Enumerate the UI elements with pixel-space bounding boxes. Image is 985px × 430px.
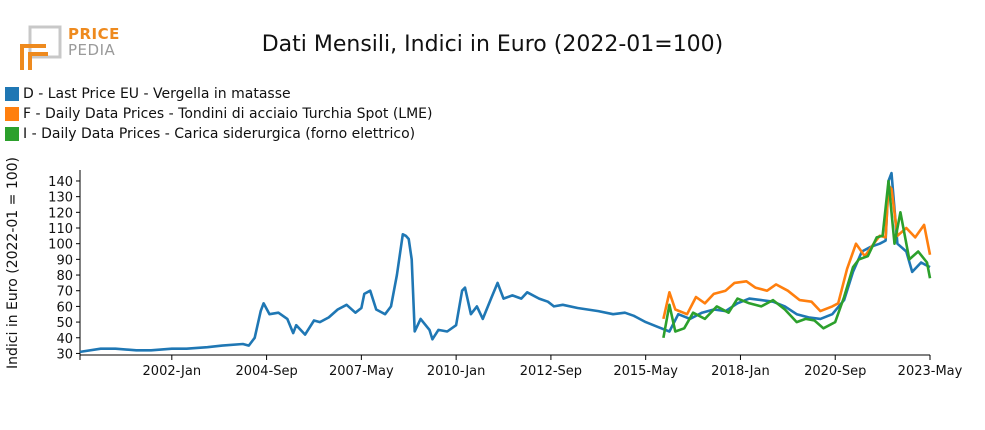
logo-text-pedia: PEDIA — [68, 41, 116, 59]
x-tick-label: 2010-Jan — [427, 364, 486, 379]
y-tick-label: 70 — [56, 285, 73, 300]
legend-item-d[interactable]: D - Last Price EU - Vergella in matasse — [5, 84, 433, 104]
x-tick-label: 2015-May — [613, 364, 678, 379]
y-tick-label: 100 — [48, 238, 73, 253]
legend-swatch-i — [5, 127, 19, 141]
pricepedia-logo: PRICE PEDIA — [18, 24, 128, 74]
y-tick-label: 60 — [56, 300, 73, 315]
y-tick-label: 120 — [48, 206, 73, 221]
x-tick-label: 2004-Sep — [235, 364, 297, 379]
x-tick-label: 2023-May — [898, 364, 963, 379]
legend-label-f: F - Daily Data Prices - Tondini di accia… — [23, 106, 433, 122]
x-tick-label: 2002-Jan — [143, 364, 202, 379]
chart-series — [79, 171, 932, 354]
logo-text-price: PRICE — [68, 25, 120, 43]
y-tick-label: 130 — [48, 191, 73, 206]
legend-label-d: D - Last Price EU - Vergella in matasse — [23, 86, 291, 102]
y-tick-label: 80 — [56, 269, 73, 284]
y-axis-label: Indici in Euro (2022-01 = 100) — [5, 157, 21, 369]
series-line-0 — [79, 171, 931, 354]
legend-swatch-d — [5, 87, 19, 101]
y-tick-label: 110 — [48, 222, 73, 237]
x-tick-label: 2007-May — [329, 364, 394, 379]
chart-legend: D - Last Price EU - Vergella in matasse … — [5, 84, 433, 144]
chart-title: Dati Mensili, Indici in Euro (2022-01=10… — [261, 32, 724, 57]
x-tick-label: 2012-Sep — [520, 364, 582, 379]
y-tick-label: 90 — [56, 253, 73, 268]
y-tick-label: 140 — [48, 175, 73, 190]
y-tick-label: 30 — [56, 347, 73, 362]
legend-item-i[interactable]: I - Daily Data Prices - Carica siderurgi… — [5, 124, 433, 144]
x-tick-label: 2020-Sep — [804, 364, 866, 379]
y-tick-label: 50 — [56, 316, 73, 331]
legend-item-f[interactable]: F - Daily Data Prices - Tondini di accia… — [5, 104, 433, 124]
series-line-2 — [662, 179, 932, 339]
y-tick-label: 40 — [56, 332, 73, 347]
series-line-1 — [662, 184, 932, 320]
legend-label-i: I - Daily Data Prices - Carica siderurgi… — [23, 126, 416, 142]
x-tick-label: 2018-Jan — [711, 364, 770, 379]
legend-swatch-f — [5, 107, 19, 121]
logo-mark-icon — [20, 25, 62, 70]
